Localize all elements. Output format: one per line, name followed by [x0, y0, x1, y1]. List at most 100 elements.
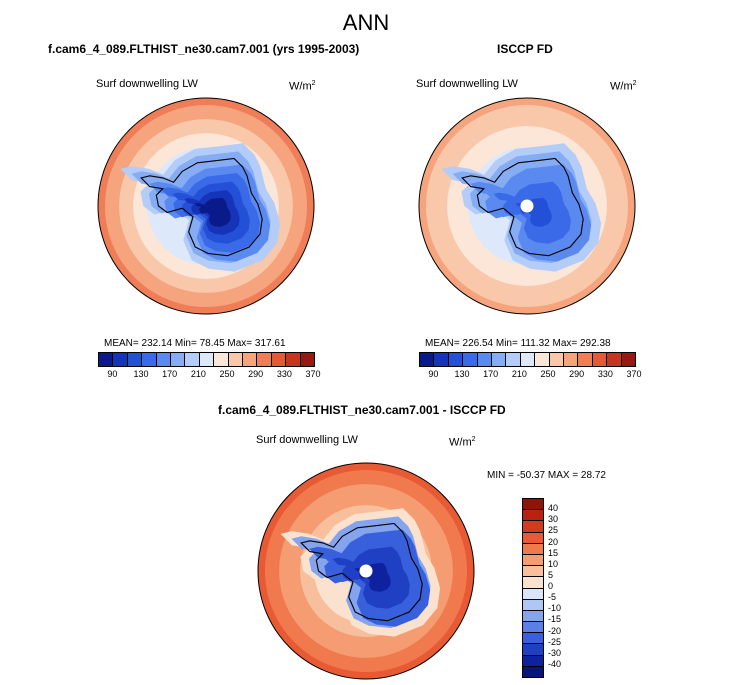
panel3-colorbar-tick-label: 25	[548, 525, 559, 536]
panel2-variable-label: Surf downwelling LW	[416, 78, 518, 90]
panel2-polar-map	[418, 97, 636, 315]
panel1-colorbar-tick-label: 210	[190, 369, 206, 379]
colorbar-swatch	[549, 353, 565, 366]
panel3-colorbar-tick-label: 20	[548, 536, 559, 547]
panel3-map-border	[257, 462, 475, 680]
panel3-pole-gap	[359, 564, 373, 578]
panel1-units: W/m2	[289, 80, 316, 93]
panel1-coastline	[140, 157, 263, 257]
colorbar-swatch	[448, 353, 464, 366]
panel1-colorbar-tick-label: 90	[107, 369, 118, 379]
colorbar-swatch	[214, 353, 229, 366]
panel1-colorbar-tick-label: 250	[219, 369, 235, 379]
colorbar-swatch	[257, 353, 272, 366]
colorbar-swatch	[523, 610, 543, 623]
panel3-units: W/m2	[449, 436, 476, 449]
panel2-colorbar-tick-label: 210	[511, 369, 527, 379]
colorbar-swatch	[523, 599, 543, 611]
panel3-colorbar-tick-label: 10	[548, 558, 559, 569]
colorbar-swatch	[463, 353, 478, 366]
colorbar-swatch	[578, 353, 593, 366]
colorbar-swatch	[171, 353, 186, 366]
panel2-stats: MEAN= 226.54 Min= 111.32 Max= 292.38	[425, 338, 611, 349]
main-title: ANN	[342, 10, 390, 35]
panel1-map-border	[97, 97, 315, 315]
panel3-colorbar-tick-label: -15	[548, 614, 562, 625]
colorbar-swatch	[477, 353, 493, 366]
panel3-polar-map	[257, 462, 475, 680]
colorbar-swatch	[523, 521, 543, 533]
colorbar-swatch	[99, 353, 114, 366]
panel2-coastline	[461, 157, 584, 257]
panel3-colorbar-tick-label: -30	[548, 647, 562, 658]
colorbar-swatch	[523, 588, 543, 600]
panel1-colorbar-tick-label: 130	[133, 369, 149, 379]
panel1-contour-band	[194, 197, 231, 227]
colorbar-swatch	[535, 353, 550, 366]
panel2-units-exp: 2	[632, 80, 637, 87]
colorbar-swatch	[113, 353, 128, 366]
panel1-variable-label: Surf downwelling LW	[96, 78, 198, 90]
panel3-colorbar-tick-label: -5	[548, 592, 557, 603]
panel1-colorbar	[98, 352, 315, 367]
panel3-colorbar-tick-label: 30	[548, 514, 559, 525]
panel3-colorbar	[522, 498, 544, 678]
panel3-colorbar-tick-label: -25	[548, 636, 562, 647]
colorbar-swatch	[523, 644, 543, 656]
colorbar-swatch	[127, 353, 143, 366]
panel2-pole-gap	[520, 199, 534, 213]
panel2-units: W/m2	[610, 80, 637, 93]
panel2-units-base: W/m	[610, 80, 633, 93]
colorbar-swatch	[156, 353, 172, 366]
panel3-units-base: W/m	[449, 436, 472, 449]
panel2-colorbar-tick-label: 250	[540, 369, 556, 379]
colorbar-swatch	[286, 353, 301, 366]
colorbar-swatch	[199, 353, 215, 366]
colorbar-swatch	[243, 353, 258, 366]
panel2-map-border	[418, 97, 636, 315]
colorbar-swatch	[185, 353, 200, 366]
panel3-colorbar-tick-label: -40	[548, 658, 562, 669]
panel2-colorbar-tick-label: 370	[626, 369, 642, 379]
panel1-stats: MEAN= 232.14 Min= 78.45 Max= 317.61	[104, 338, 286, 349]
panel1-title: f.cam6_4_089.FLTHIST_ne30.cam7.001 (yrs …	[48, 42, 360, 56]
panel1-colorbar-tick-label: 290	[248, 369, 264, 379]
panel1-units-base: W/m	[289, 80, 312, 93]
panel1-colorbar-tick-label: 170	[162, 369, 178, 379]
panel3-title: f.cam6_4_089.FLTHIST_ne30.cam7.001 - ISC…	[218, 403, 506, 417]
panel3-colorbar-tick-label: 15	[548, 547, 559, 558]
colorbar-swatch	[523, 633, 543, 645]
colorbar-swatch	[607, 353, 622, 366]
colorbar-swatch	[523, 566, 543, 578]
colorbar-swatch	[520, 353, 536, 366]
colorbar-swatch	[564, 353, 579, 366]
panel3-coastline	[300, 522, 423, 622]
colorbar-swatch	[523, 577, 543, 589]
colorbar-swatch	[492, 353, 507, 366]
colorbar-swatch	[592, 353, 608, 366]
panel2-title: ISCCP FD	[497, 42, 553, 56]
colorbar-swatch	[506, 353, 521, 366]
panel1-polar-map	[97, 97, 315, 315]
panel1-units-exp: 2	[311, 80, 316, 87]
panel3-colorbar-tick-label: 0	[548, 581, 554, 591]
colorbar-swatch	[523, 510, 543, 522]
colorbar-swatch	[228, 353, 244, 366]
panel2-colorbar-tick-label: 290	[569, 369, 585, 379]
panel3-variable-label: Surf downwelling LW	[256, 434, 358, 446]
panel2-colorbar-tick-label: 90	[428, 369, 439, 379]
colorbar-swatch	[523, 666, 543, 677]
colorbar-swatch	[142, 353, 157, 366]
colorbar-swatch	[523, 655, 543, 667]
panel2-colorbar-tick-label: 170	[483, 369, 499, 379]
panel1-field	[98, 98, 314, 314]
colorbar-swatch	[271, 353, 287, 366]
panel2-colorbar-tick-label: 330	[597, 369, 613, 379]
panel1-colorbar-tick-label: 330	[276, 369, 292, 379]
colorbar-swatch	[523, 554, 543, 567]
colorbar-swatch	[420, 353, 435, 366]
panel1-colorbar-tick-label: 370	[305, 369, 321, 379]
colorbar-swatch	[621, 353, 636, 366]
colorbar-swatch	[434, 353, 449, 366]
colorbar-swatch	[523, 622, 543, 634]
